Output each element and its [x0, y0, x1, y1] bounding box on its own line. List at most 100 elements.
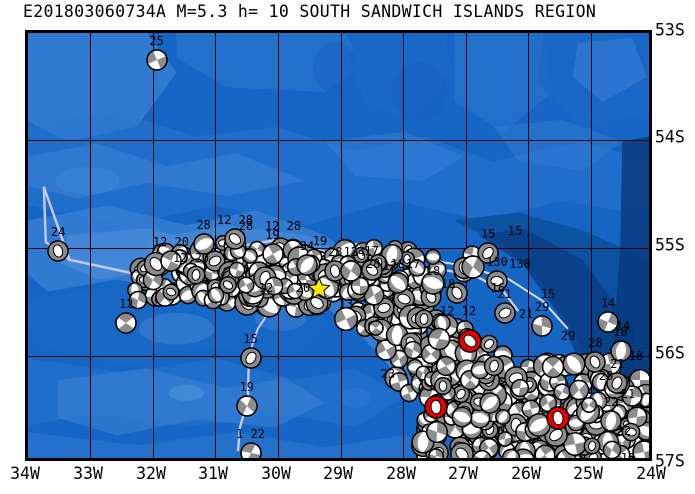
focal-mechanism-beachball[interactable]	[511, 378, 530, 397]
focal-mechanism-beachball[interactable]	[367, 320, 384, 336]
focal-mechanism-beachball[interactable]	[546, 405, 570, 430]
ytick-53s: 53S	[655, 20, 685, 40]
beachball-day-label: 28	[238, 219, 254, 233]
focal-mechanism-beachball[interactable]	[414, 309, 434, 329]
beachball-day-label: 28	[327, 245, 343, 260]
beachball-day-label: 21	[518, 307, 534, 321]
focal-mechanism-beachball[interactable]	[493, 302, 516, 324]
focal-mechanism-beachball[interactable]	[433, 314, 452, 333]
focal-mechanism-beachball[interactable]	[187, 265, 206, 285]
focal-mechanism-beachball[interactable]	[479, 392, 501, 414]
beachball-day-label: 130	[509, 257, 531, 271]
focal-mechanism-beachball[interactable]	[436, 355, 457, 377]
focal-mechanism-beachball[interactable]	[583, 437, 601, 455]
focal-mechanism-beachball[interactable]	[534, 444, 556, 458]
beachball-day-label: 15	[507, 224, 523, 238]
focal-mechanism-beachball[interactable]	[471, 449, 492, 458]
beachball-day-label: 17	[364, 244, 379, 259]
focal-mechanism-beachball[interactable]	[458, 329, 482, 353]
beachball-day-label: 12 28	[264, 219, 302, 233]
beachball-day-label: 22	[616, 424, 632, 438]
beachball-day-label: 22	[603, 394, 619, 409]
xtick-30w: 30W	[261, 464, 291, 483]
beachball-day-label: 13	[338, 297, 354, 311]
gridline-33w	[90, 33, 91, 458]
focal-mechanism-beachball[interactable]	[581, 397, 598, 414]
page-title: E201803060734A M=5.3 h= 10 SOUTH SANDWIC…	[23, 2, 597, 21]
focal-mechanism-beachball[interactable]	[433, 376, 453, 396]
beachball-day-label: 29	[560, 329, 576, 343]
beachball-day-label: 15	[540, 287, 556, 301]
focal-mechanism-beachball[interactable]	[208, 286, 225, 304]
focal-mechanism-beachball[interactable]	[484, 356, 505, 377]
beachball-day-label: 1 22	[236, 427, 266, 442]
focal-mechanism-beachball[interactable]	[425, 248, 442, 265]
focal-mechanism-beachball[interactable]	[239, 442, 262, 458]
xtick-28w: 28W	[386, 464, 416, 483]
focal-mechanism-beachball[interactable]	[421, 343, 442, 364]
beachball-day-label: 29	[534, 300, 550, 315]
ytick-57s: 57S	[655, 451, 685, 471]
beachball-day-label: 25	[149, 33, 164, 48]
gridline-31w	[215, 33, 216, 458]
focal-mechanism-beachball[interactable]	[261, 243, 284, 265]
focal-mechanism-beachball[interactable]	[393, 287, 416, 310]
focal-mechanism-beachball[interactable]	[145, 49, 168, 71]
focal-mechanism-beachball[interactable]	[423, 395, 448, 419]
beachball-day-label: 18	[628, 349, 644, 363]
focal-mechanism-beachball[interactable]	[501, 449, 521, 458]
focal-mechanism-beachball[interactable]	[47, 239, 69, 262]
epicenter-star-marker[interactable]	[306, 276, 332, 306]
beachball-day-label: 28	[598, 369, 614, 383]
ytick-56s: 56S	[655, 343, 685, 363]
focal-mechanism-beachball[interactable]	[375, 339, 397, 361]
focal-mechanism-beachball[interactable]	[531, 315, 553, 337]
xtick-31w: 31W	[198, 464, 228, 483]
beachball-day-label: 130	[486, 254, 508, 269]
focal-mechanism-beachball[interactable]	[451, 406, 472, 428]
beachball-day-label: 17	[405, 257, 421, 271]
focal-mechanism-beachball[interactable]	[404, 340, 423, 359]
beachball-day-label: 34	[350, 245, 366, 259]
beachball-day-label: 19	[239, 379, 255, 394]
beachball-day-label: 14	[615, 319, 631, 333]
gridline-25w	[591, 33, 592, 458]
ytick-55s: 55S	[655, 235, 685, 255]
focal-mechanism-beachball[interactable]	[387, 272, 409, 294]
gridline-56s	[28, 356, 649, 357]
focal-mechanism-beachball[interactable]	[162, 283, 180, 301]
beachball-day-label: 15	[243, 332, 258, 347]
beachball-day-label: 12	[258, 281, 274, 295]
beachball-day-label: 16	[490, 281, 506, 295]
beachball-day-label: 12 20	[152, 235, 190, 250]
beachball-day-label: 12	[620, 451, 636, 461]
map-plot-area[interactable]: 25 24 12 15 19 1 22 15 12 20 28 12 28 19 34 28 12 17 18…	[25, 30, 652, 461]
focal-mechanism-beachball[interactable]	[333, 306, 358, 331]
gridline-54s	[28, 140, 649, 141]
gridline-26w	[528, 33, 529, 458]
xtick-34w: 34W	[10, 464, 40, 483]
gridline-32w	[153, 33, 154, 458]
beachball-day-label: 15	[480, 226, 496, 241]
beachball-day-label: 28	[588, 335, 603, 350]
focal-mechanism-beachball[interactable]	[239, 347, 262, 370]
focal-mechanism-beachball[interactable]	[296, 253, 318, 276]
beachball-day-label: 12	[382, 259, 398, 273]
focal-mechanism-beachball[interactable]	[128, 291, 148, 310]
focal-mechanism-beachball[interactable]	[427, 327, 451, 351]
focal-mechanism-beachball[interactable]	[480, 335, 499, 354]
focal-mechanism-beachball[interactable]	[115, 312, 138, 334]
xtick-33w: 33W	[73, 464, 103, 483]
beachball-day-label: 18	[425, 264, 441, 278]
beachball-day-label: 24	[50, 224, 66, 239]
xtick-32w: 32W	[136, 464, 166, 483]
xtick-27w: 27W	[448, 464, 478, 483]
focal-mechanism-layer[interactable]: 25 24 12 15 19 1 22 15 12 20 28 12 28 19 34 28 12 17 18…	[28, 33, 649, 458]
focal-mechanism-beachball[interactable]	[236, 395, 258, 417]
focal-mechanism-beachball[interactable]	[542, 355, 565, 379]
focal-mechanism-beachball[interactable]	[228, 261, 246, 278]
focal-mechanism-beachball[interactable]	[603, 441, 622, 458]
beachball-day-label: 14	[600, 295, 616, 310]
beachball-day-label: 23	[380, 367, 396, 381]
